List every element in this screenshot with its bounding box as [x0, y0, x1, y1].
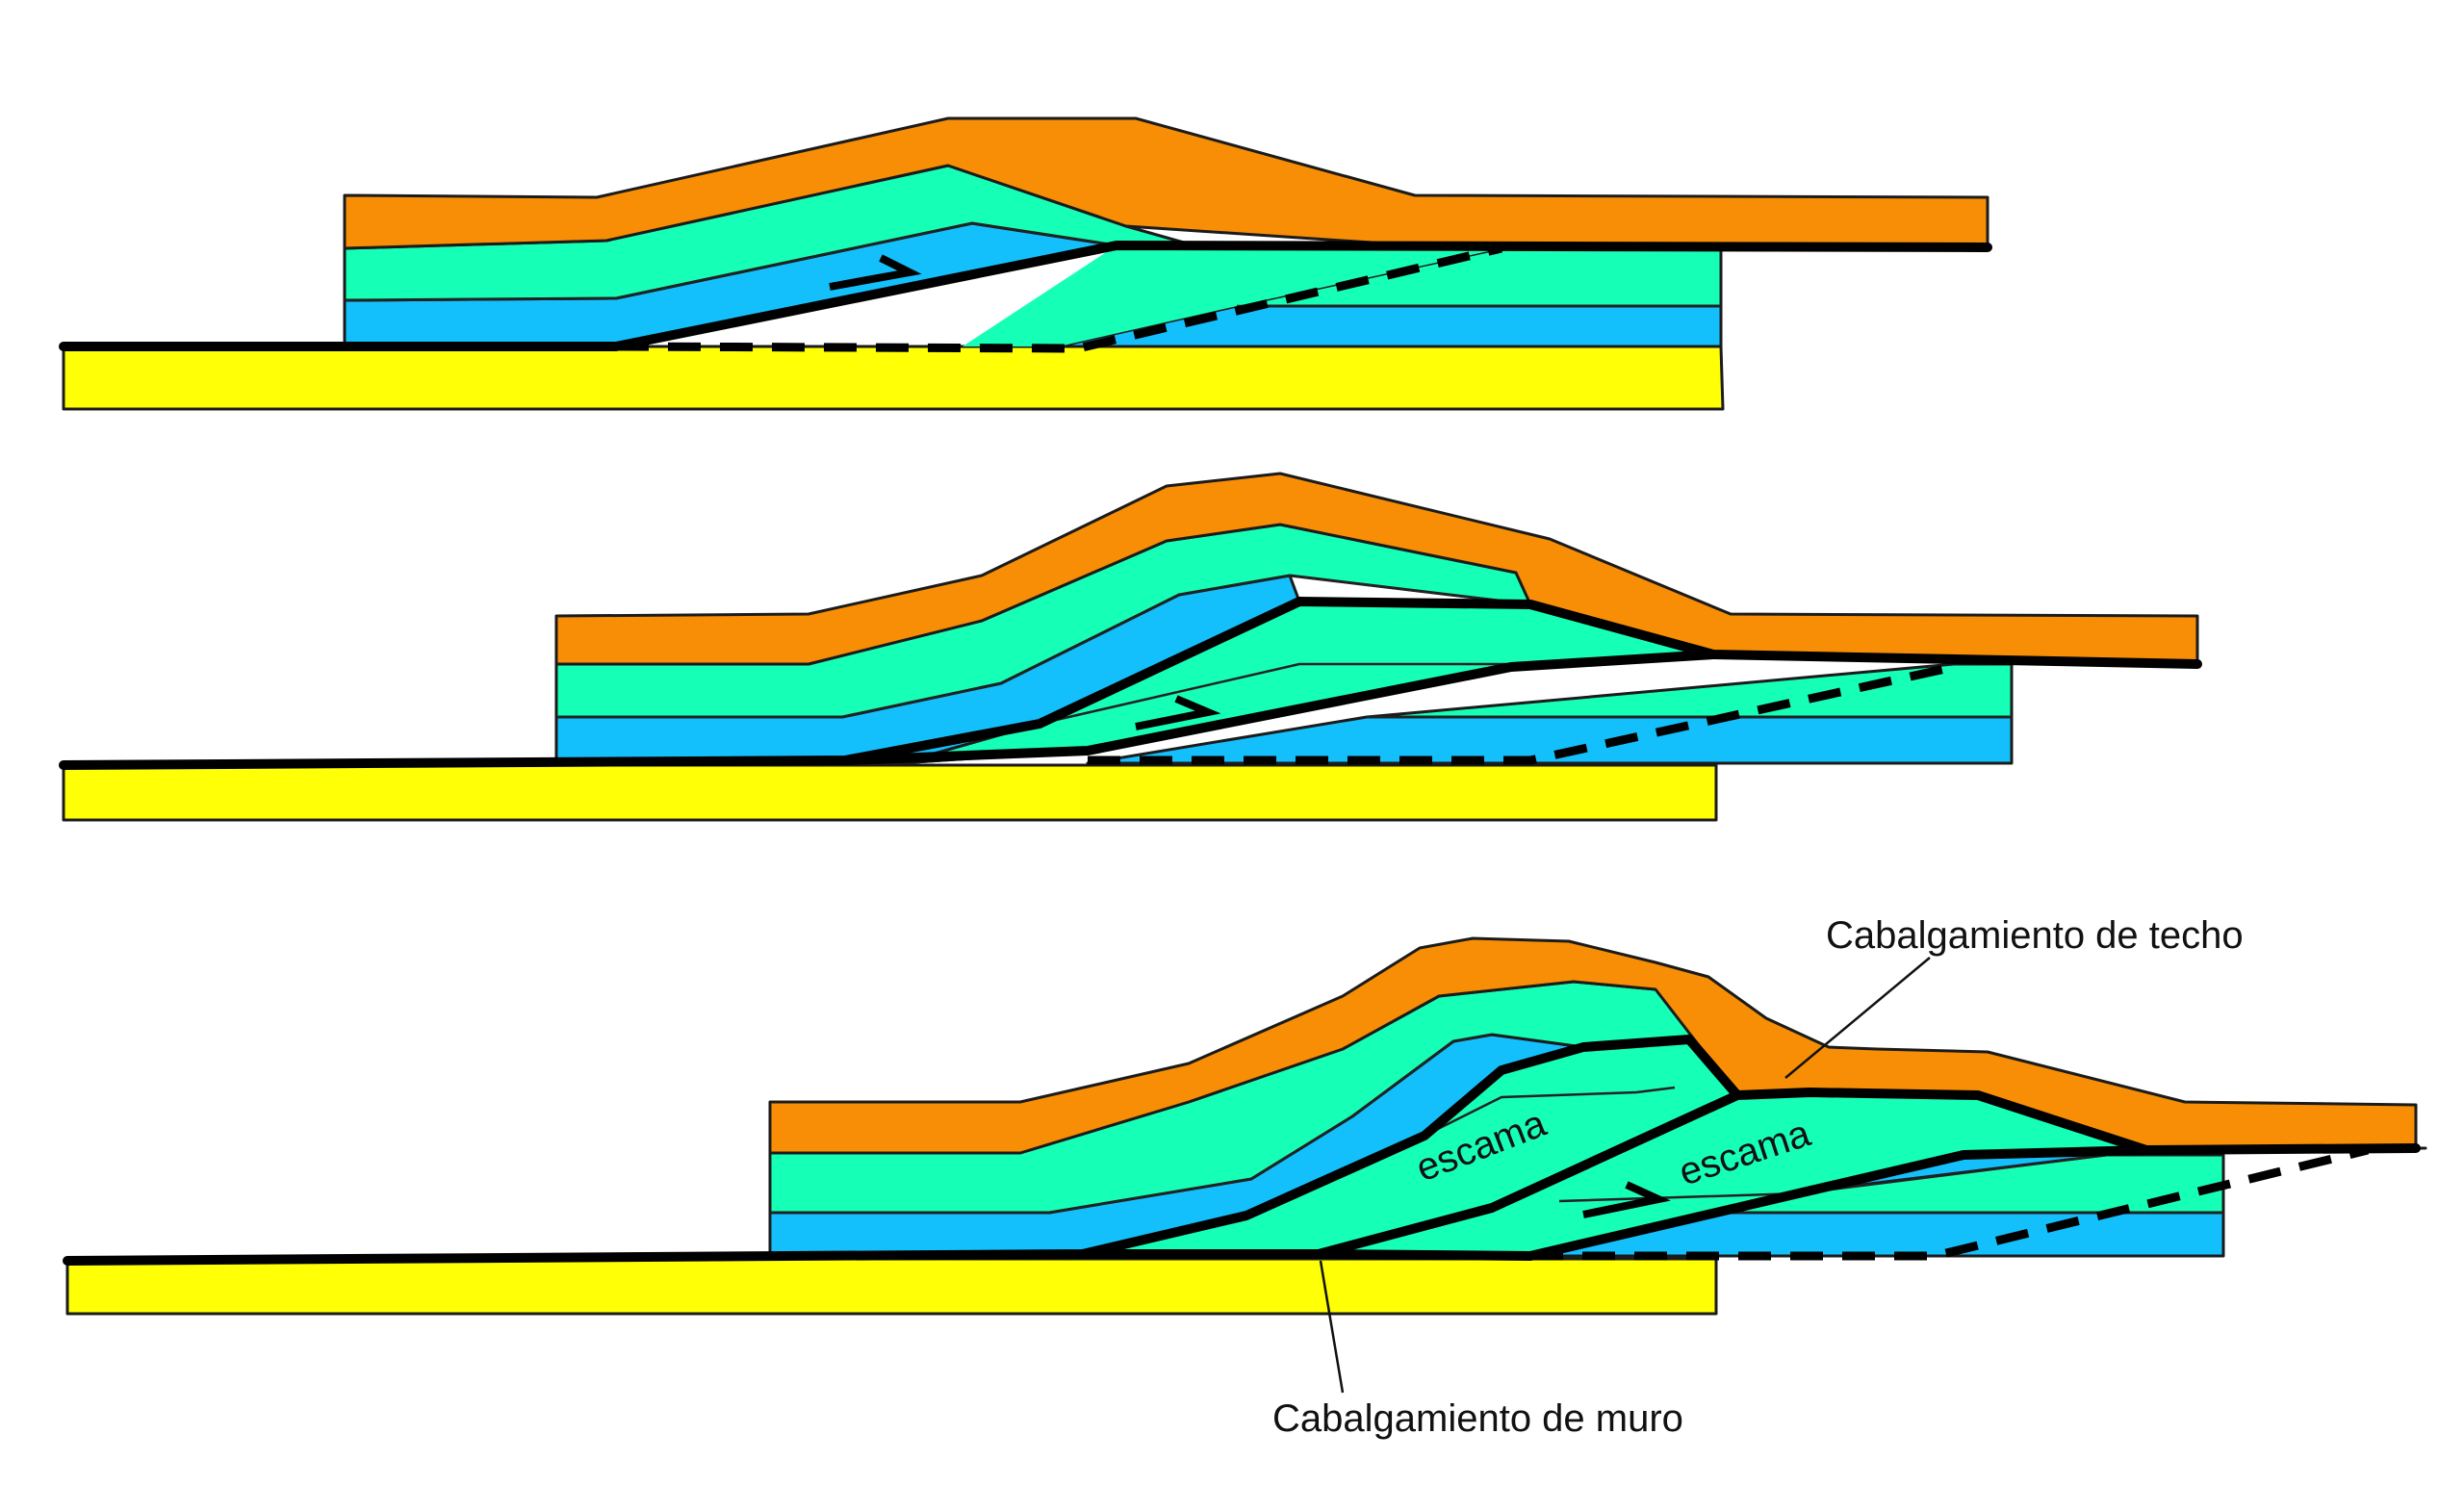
bedding-line — [1039, 662, 1521, 726]
roof-thrust-leader — [1784, 957, 1931, 1079]
floor-thrust-label: Cabalgamiento de muro — [1272, 1397, 1683, 1440]
mid-layer-fill — [962, 245, 1721, 346]
future-thrust-dashed — [1088, 662, 1955, 765]
floor-thrust-leader — [1319, 1260, 1345, 1394]
bedding-line — [556, 574, 1531, 719]
bedding-line — [770, 1033, 1493, 1215]
floor-thrust-fault-2 — [1314, 1145, 2151, 1261]
top-layer — [343, 116, 1989, 250]
panel-stage-2 — [59, 472, 2202, 822]
bedding-line — [344, 221, 1117, 302]
slip-arrow-icon — [829, 254, 922, 291]
thrust-fault — [59, 241, 1992, 351]
bedding-line — [1424, 1086, 1676, 1138]
basement-layer — [62, 345, 1725, 411]
floor-thrust-fault — [1078, 1090, 1742, 1259]
panel-stage-3: escama escama Cabalgamiento de techo Cab… — [63, 914, 2427, 1440]
basement-layer — [62, 763, 1718, 822]
panel-stage-1 — [59, 116, 1992, 411]
future-thrust-dashed — [615, 243, 1503, 353]
basement-layer — [65, 1257, 1718, 1316]
roof-thrust-fault — [63, 1035, 2421, 1266]
future-thrust-dashed — [1530, 1145, 2370, 1261]
slip-arrow-icon — [1135, 695, 1221, 730]
slip-arrow-icon — [1582, 1181, 1671, 1218]
roof-thrust-label: Cabalgamiento de techo — [1826, 914, 2244, 957]
floor-thrust-fault — [840, 650, 1718, 765]
